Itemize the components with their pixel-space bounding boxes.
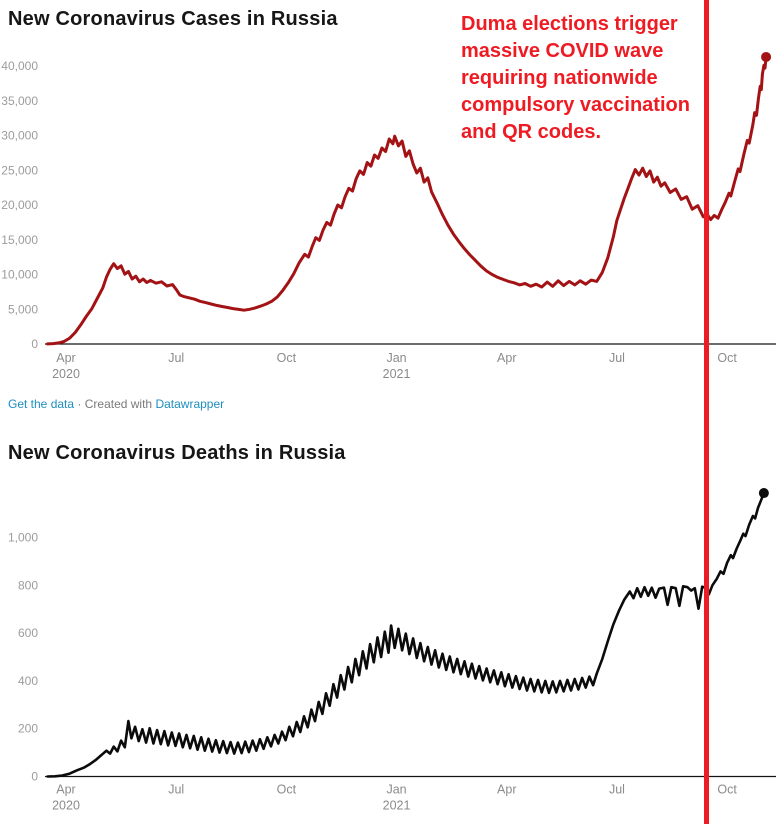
y-tick-label: 0 [31,770,38,784]
x-tick-label: Apr [56,351,75,365]
series-end-dot [761,51,772,62]
y-tick-label: 1,000 [8,531,38,545]
x-tick-label: Jul [168,783,184,797]
x-tick-year-label: 2021 [383,367,411,381]
footer-separator: · [77,397,82,411]
y-tick-label: 25,000 [1,163,38,177]
x-tick-label: Jan [386,351,406,365]
duma-elections-marker-line [704,0,710,824]
y-tick-label: 400 [18,674,38,688]
x-tick-label: Apr [497,351,516,365]
x-tick-year-label: 2020 [52,799,80,813]
chart-footer: Get the data · Created with Datawrapper [8,397,224,411]
x-tick-year-label: 2021 [383,799,411,813]
series-line [46,491,766,778]
x-tick-label: Jul [609,783,625,797]
footer-created-with-label: Created with [84,397,153,411]
y-tick-label: 5,000 [8,302,38,316]
get-the-data-link[interactable]: Get the data [8,397,75,411]
x-tick-label: Jul [609,351,625,365]
y-tick-label: 30,000 [1,129,38,143]
y-tick-label: 200 [18,722,38,736]
annotation-text: Duma elections trigger massive COVID wav… [461,13,690,143]
y-tick-label: 15,000 [1,233,38,247]
y-tick-label: 600 [18,626,38,640]
x-tick-label: Apr [56,783,75,797]
y-tick-label: 10,000 [1,268,38,282]
series-end-dot [758,488,769,499]
y-tick-label: 800 [18,578,38,592]
deaths-line-chart: 0 200 400 600 800 1,000 Apr 2020 Jul Oct Jan 2021 Ap… [8,488,776,813]
y-tick-label: 0 [31,337,38,351]
datawrapper-link[interactable]: Datawrapper [155,397,225,411]
deaths-chart-title: New Coronavirus Deaths in Russia [8,442,346,464]
y-tick-label: 40,000 [1,59,38,73]
x-tick-label: Oct [277,351,297,365]
y-tick-label: 35,000 [1,94,38,108]
cases-line-chart: 0 5,000 10,000 15,000 20,000 25,000 30,000 35,0… [1,51,776,381]
x-tick-year-label: 2020 [52,367,80,381]
x-tick-label: Jul [168,351,184,365]
x-tick-label: Oct [717,351,737,365]
series-line [46,55,768,346]
cases-chart-title: New Coronavirus Cases in Russia [8,8,338,30]
x-tick-label: Apr [497,783,516,797]
x-tick-label: Jan [386,783,406,797]
y-tick-label: 20,000 [1,198,38,212]
x-tick-label: Oct [717,783,737,797]
x-tick-label: Oct [277,783,297,797]
